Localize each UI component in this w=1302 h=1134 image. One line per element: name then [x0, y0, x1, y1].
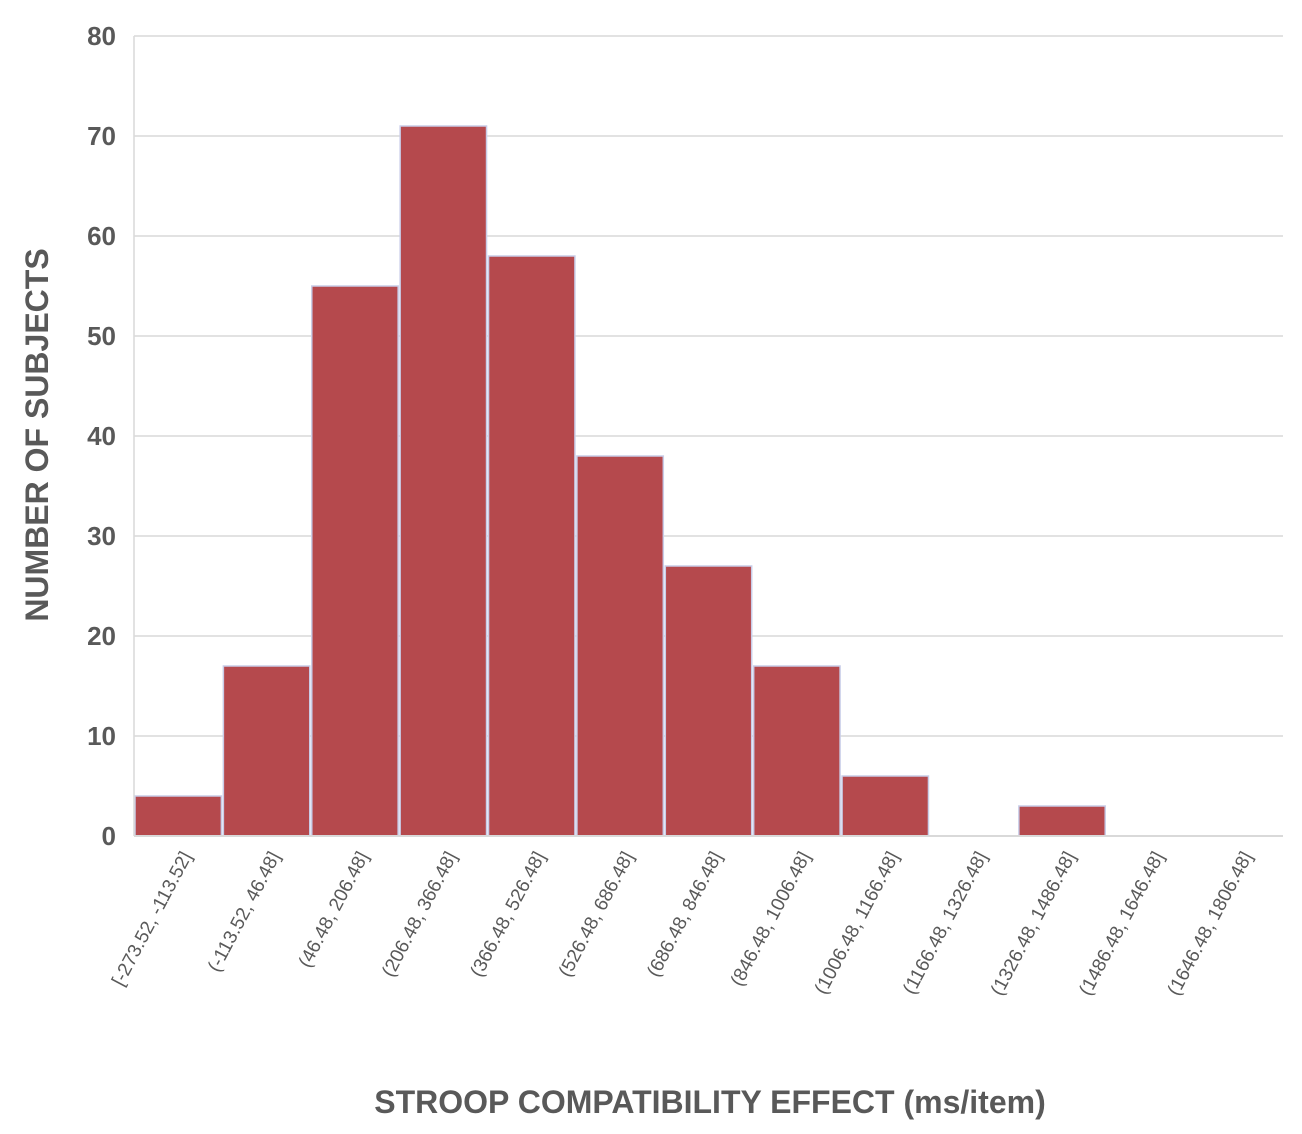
y-tick-label: 50 [87, 321, 116, 351]
x-axis-title: STROOP COMPATIBILITY EFFECT (ms/item) [374, 1084, 1045, 1120]
x-tick-label: (526.48, 686.48] [555, 848, 639, 980]
axes [133, 36, 1283, 837]
x-tick-label: (366.48, 526.48] [467, 848, 551, 980]
x-axis-tick-labels: [-273.52, -113.52] (-113.52, 46.48] (46.48… [108, 848, 1257, 999]
histogram-bar [664, 565, 753, 837]
histogram-bar [487, 255, 576, 837]
y-axis-tick-labels: 0 10 20 30 40 50 60 70 80 [87, 21, 116, 851]
x-tick-label: (1646.48, 1806.48] [1164, 848, 1257, 999]
x-tick-label: (686.48, 846.48] [643, 848, 727, 980]
x-tick-label: [-273.52, -113.52] [108, 848, 196, 989]
x-tick-label: (1486.48, 1646.48] [1075, 848, 1168, 999]
histogram-bar [576, 455, 665, 837]
y-tick-label: 40 [87, 421, 116, 451]
histogram-bar [134, 795, 223, 837]
y-tick-label: 30 [87, 521, 116, 551]
histogram-bar [222, 665, 311, 837]
x-tick-label: (206.48, 366.48] [378, 848, 462, 980]
y-tick-label: 80 [87, 21, 116, 51]
x-tick-label: (1326.48, 1486.48] [987, 848, 1080, 999]
histogram-bar [1018, 805, 1106, 837]
x-tick-label: (1006.48, 1166.48] [811, 848, 904, 997]
histogram-bar [399, 125, 488, 837]
histogram-bar [752, 665, 841, 837]
y-tick-label: 10 [87, 721, 116, 751]
x-tick-label: (1166.48, 1326.48] [899, 848, 992, 997]
y-tick-label: 20 [87, 621, 116, 651]
y-tick-label: 60 [87, 221, 116, 251]
bars [134, 125, 1106, 837]
y-tick-label: 70 [87, 121, 116, 151]
x-tick-label: (46.48, 206.48] [295, 848, 374, 971]
histogram-bar [311, 285, 399, 837]
x-tick-label: (846.48, 1006.48] [727, 848, 815, 989]
y-tick-label: 0 [102, 821, 116, 851]
y-axis-title: NUMBER OF SUBJECTS [19, 248, 55, 621]
x-tick-label: (-113.52, 46.48] [204, 848, 285, 975]
histogram-bar [841, 775, 930, 837]
